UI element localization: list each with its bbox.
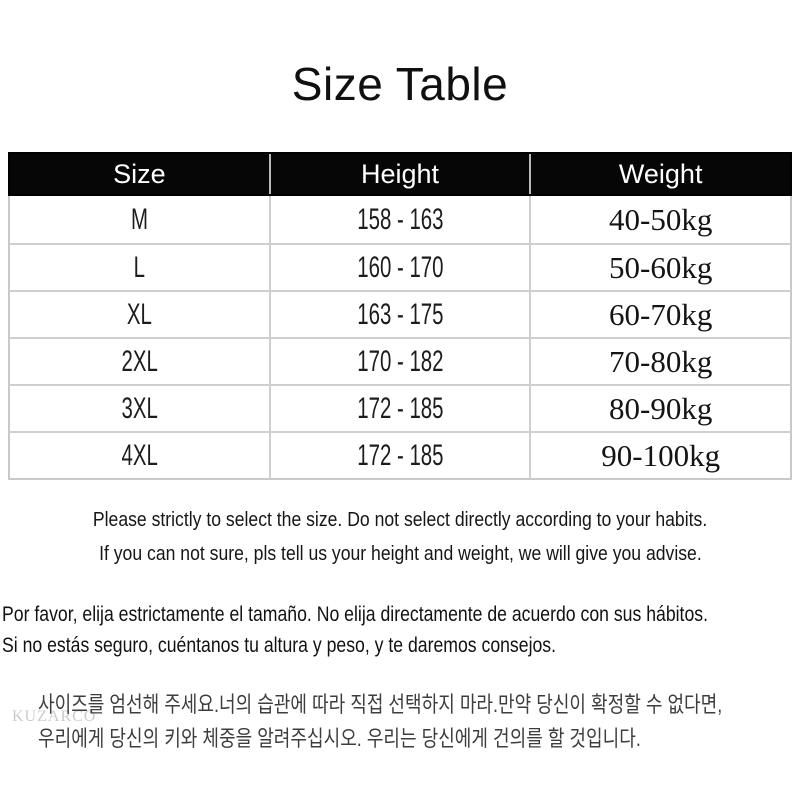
cell-weight: 40-50kg [531, 196, 790, 243]
table-row: 4XL 172 - 185 90-100kg [10, 431, 790, 478]
size-table-body: M 158 - 163 40-50kg L 160 - 170 50-60kg … [8, 196, 792, 480]
table-row: 3XL 172 - 185 80-90kg [10, 384, 790, 431]
weight-value: 60-70kg [609, 296, 713, 332]
weight-value: 80-90kg [609, 390, 713, 426]
cell-weight: 50-60kg [531, 245, 790, 290]
cell-height: 158 - 163 [271, 196, 532, 243]
size-value: 3XL [121, 391, 158, 425]
table-row: M 158 - 163 40-50kg [10, 196, 790, 243]
weight-value: 90-100kg [601, 437, 721, 473]
size-value: 2XL [121, 344, 158, 378]
cell-weight: 90-100kg [531, 433, 790, 478]
note-korean: 사이즈를 엄선해 주세요.너의 습관에 따라 직접 선택하지 마라.만약 당신이… [38, 688, 800, 756]
height-value: 172 - 185 [356, 391, 444, 425]
height-value: 172 - 185 [356, 438, 444, 472]
cell-weight: 70-80kg [531, 339, 790, 384]
page-title: Size Table [291, 58, 509, 110]
note-line: If you can not sure, pls tell us your he… [0, 537, 800, 571]
note-line: 사이즈를 엄선해 주세요.너의 습관에 따라 직접 선택하지 마라.만약 당신이… [38, 688, 800, 722]
size-value: M [130, 202, 148, 236]
note-line: 우리에게 당신의 키와 체중을 알려주십시오. 우리는 당신에게 건의를 할 것… [38, 722, 800, 756]
height-value: 170 - 182 [356, 344, 444, 378]
size-value: 4XL [121, 438, 158, 472]
weight-value: 50-60kg [609, 249, 713, 285]
header-cell-weight: Weight [531, 154, 790, 194]
note-line: Please strictly to select the size. Do n… [0, 503, 800, 537]
note-spanish: Por favor, elija estrictamente el tamaño… [2, 599, 800, 661]
cell-size: 4XL [10, 433, 271, 478]
height-value: 158 - 163 [356, 202, 444, 236]
english-line-1: Please strictly to select the size. Do n… [92, 509, 708, 531]
cell-size: 2XL [10, 339, 271, 384]
english-line-2: If you can not sure, pls tell us your he… [98, 543, 702, 565]
height-value: 163 - 175 [356, 297, 444, 331]
table-row: XL 163 - 175 60-70kg [10, 290, 790, 337]
watermark: KUZARCO [12, 708, 97, 725]
size-table: Size Height Weight M 158 - 163 40-50kg L… [8, 152, 792, 480]
cell-size: XL [10, 292, 271, 337]
size-value: XL [126, 297, 152, 331]
cell-weight: 60-70kg [531, 292, 790, 337]
cell-height: 170 - 182 [271, 339, 532, 384]
weight-value: 40-50kg [609, 201, 713, 237]
cell-height: 172 - 185 [271, 386, 532, 431]
cell-height: 163 - 175 [271, 292, 532, 337]
note-line: Por favor, elija estrictamente el tamaño… [2, 599, 800, 630]
table-row: 2XL 170 - 182 70-80kg [10, 337, 790, 384]
spanish-line-1: Por favor, elija estrictamente el tamaño… [2, 603, 708, 626]
cell-size: M [10, 196, 271, 243]
spanish-line-2: Si no estás seguro, cuéntanos tu altura … [2, 634, 557, 657]
cell-size: 3XL [10, 386, 271, 431]
note-line: Si no estás seguro, cuéntanos tu altura … [2, 630, 800, 661]
header-size-label: Size [113, 158, 166, 189]
korean-line-1: 사이즈를 엄선해 주세요.너의 습관에 따라 직접 선택하지 마라.만약 당신이… [38, 692, 723, 717]
header-weight-label: Weight [618, 158, 703, 189]
header-cell-size: Size [10, 154, 271, 194]
size-table-header-row: Size Height Weight [8, 152, 792, 196]
weight-value: 70-80kg [609, 343, 713, 379]
header-height-label: Height [360, 158, 440, 189]
height-value: 160 - 170 [356, 250, 444, 284]
cell-weight: 80-90kg [531, 386, 790, 431]
header-cell-height: Height [271, 154, 532, 194]
table-row: L 160 - 170 50-60kg [10, 243, 790, 290]
size-value: L [133, 250, 146, 284]
cell-height: 160 - 170 [271, 245, 532, 290]
note-english: Please strictly to select the size. Do n… [0, 503, 800, 571]
cell-size: L [10, 245, 271, 290]
cell-height: 172 - 185 [271, 433, 532, 478]
korean-line-2: 우리에게 당신의 키와 체중을 알려주십시오. 우리는 당신에게 건의를 할 것… [38, 726, 641, 751]
